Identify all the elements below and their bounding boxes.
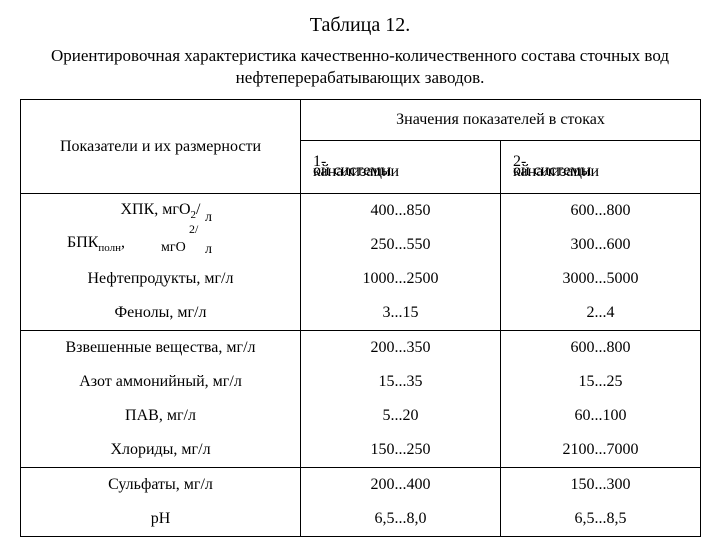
value-system-2: 60...100 <box>501 399 701 433</box>
table-body: ХПК, мгО2/400...850600...800БПКполн,л2/м… <box>21 194 701 537</box>
table-row: ПАВ, мг/л5...2060...100 <box>21 399 701 433</box>
indicator-cell: Фенолы, мг/л <box>21 296 301 331</box>
table-row: БПКполн,л2/мгОл250...550300...600 <box>21 228 701 262</box>
value-system-1: 400...850 <box>301 194 501 229</box>
value-system-1: 200...350 <box>301 331 501 366</box>
indicator-cell: ПАВ, мг/л <box>21 399 301 433</box>
header-values: Значения показателей в стоках <box>301 100 701 141</box>
table-row: pH6,5...8,06,5...8,5 <box>21 502 701 537</box>
header-indicators: Показатели и их размерности <box>21 100 301 194</box>
value-system-1: 15...35 <box>301 365 501 399</box>
value-system-2: 15...25 <box>501 365 701 399</box>
value-system-1: 200...400 <box>301 468 501 503</box>
table-row: Хлориды, мг/л150...2502100...7000 <box>21 433 701 468</box>
value-system-2: 2...4 <box>501 296 701 331</box>
table-number: Таблица 12. <box>20 14 700 37</box>
value-system-2: 3000...5000 <box>501 262 701 296</box>
indicator-cell: БПКполн,л2/мгОл <box>21 228 301 262</box>
sys1-line2b: канализации <box>313 163 399 180</box>
value-system-1: 1000...2500 <box>301 262 501 296</box>
header-system-1: 1- ой системы канализации <box>301 141 501 194</box>
header-system-2: 2- ой системы канализации <box>501 141 701 194</box>
value-system-1: 150...250 <box>301 433 501 468</box>
data-table: Показатели и их размерности Значения пок… <box>20 99 701 537</box>
value-system-2: 6,5...8,5 <box>501 502 701 537</box>
indicator-cell: Сульфаты, мг/л <box>21 468 301 503</box>
table-row: ХПК, мгО2/400...850600...800 <box>21 194 701 229</box>
indicator-cell: Азот аммонийный, мг/л <box>21 365 301 399</box>
table-caption: Ориентировочная характеристика качествен… <box>20 45 700 89</box>
indicator-cell: Нефтепродукты, мг/л <box>21 262 301 296</box>
indicator-cell: Взвешенные вещества, мг/л <box>21 331 301 366</box>
value-system-1: 6,5...8,0 <box>301 502 501 537</box>
value-system-2: 150...300 <box>501 468 701 503</box>
value-system-1: 250...550 <box>301 228 501 262</box>
table-row: Нефтепродукты, мг/л1000...25003000...500… <box>21 262 701 296</box>
indicator-cell: Хлориды, мг/л <box>21 433 301 468</box>
indicator-cell: pH <box>21 502 301 537</box>
sys2-line2b: канализации <box>513 163 599 180</box>
value-system-2: 2100...7000 <box>501 433 701 468</box>
indicator-cell: ХПК, мгО2/ <box>21 194 301 229</box>
value-system-1: 3...15 <box>301 296 501 331</box>
table-row: Взвешенные вещества, мг/л200...350600...… <box>21 331 701 366</box>
table-row: Азот аммонийный, мг/л15...3515...25 <box>21 365 701 399</box>
value-system-1: 5...20 <box>301 399 501 433</box>
value-system-2: 600...800 <box>501 194 701 229</box>
value-system-2: 600...800 <box>501 331 701 366</box>
table-row: Сульфаты, мг/л200...400150...300 <box>21 468 701 503</box>
value-system-2: 300...600 <box>501 228 701 262</box>
table-row: Фенолы, мг/л3...152...4 <box>21 296 701 331</box>
